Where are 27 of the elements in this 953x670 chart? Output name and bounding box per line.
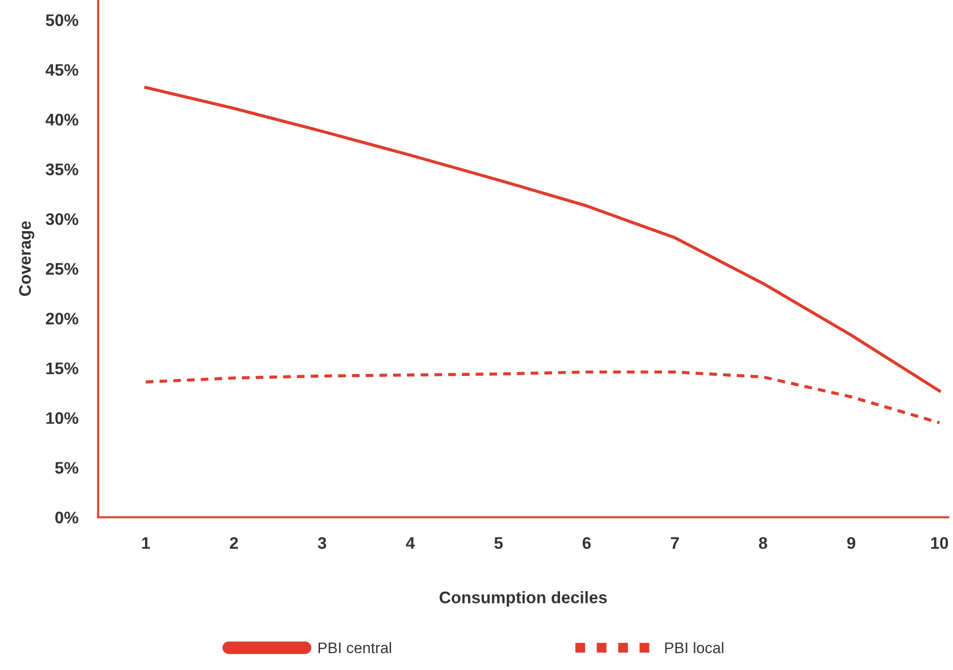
line-series bbox=[144, 86, 941, 392]
x-tick-label: 5 bbox=[494, 537, 503, 549]
y-tick-label: 10% bbox=[46, 412, 78, 424]
y-tick-label: 30% bbox=[46, 213, 78, 226]
legend-label: PBI local bbox=[665, 642, 724, 654]
x-tick-label: 8 bbox=[758, 537, 768, 549]
x-tick-label: 6 bbox=[582, 537, 591, 549]
y-tick-label: 25% bbox=[46, 262, 78, 275]
x-tick-label: 2 bbox=[230, 537, 238, 549]
y-tick-label: 50% bbox=[46, 14, 78, 26]
y-tick-label: 5% bbox=[55, 462, 78, 474]
legend-label: PBI central bbox=[318, 642, 392, 654]
x-tick-label: 7 bbox=[670, 537, 679, 549]
y-tick-label: 20% bbox=[46, 312, 78, 325]
x-tick-label: 1 bbox=[142, 537, 150, 549]
y-tick-label: 40% bbox=[46, 114, 78, 126]
x-tick-label: 4 bbox=[406, 537, 415, 549]
y-axis-title: Coverage bbox=[19, 221, 34, 296]
y-tick-label: 0% bbox=[55, 512, 78, 524]
x-tick-label: 10 bbox=[931, 537, 948, 549]
y-tick-label: 15% bbox=[46, 362, 78, 374]
x-tick-label: 9 bbox=[847, 537, 856, 549]
y-tick-label: 35% bbox=[46, 164, 78, 176]
x-tick-label: 3 bbox=[318, 537, 326, 549]
line-series bbox=[144, 370, 941, 424]
x-axis-title: Consumption deciles bbox=[440, 591, 607, 607]
y-tick-label: 45% bbox=[46, 64, 78, 76]
